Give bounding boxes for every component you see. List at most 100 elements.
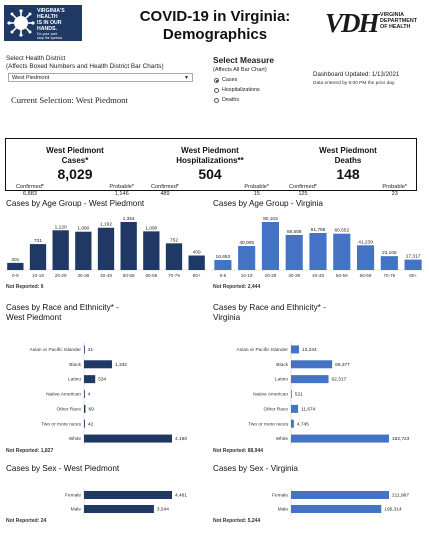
bar — [84, 491, 172, 499]
x-tick-label: 10-19 — [32, 273, 44, 278]
measure-subtitle: (Affects All Bar Chart) — [213, 67, 267, 73]
page-title: COVID-19 in Virginia: Demographics — [120, 8, 310, 44]
race-wp-title-2: West Piedmont — [6, 313, 62, 322]
title-line-1: COVID-19 in Virginia: — [139, 8, 291, 25]
logo-tagline: Do your part, — [37, 32, 58, 36]
x-tick-label: 60-69 — [360, 273, 372, 278]
kpi-block: West Piedmont Hospitalizations** 504 Confir… — [145, 146, 275, 198]
kpi-value: 504 — [198, 166, 222, 182]
x-tick-label: 0-9 — [12, 273, 19, 278]
kpi-title-line2: Deaths — [334, 156, 362, 165]
bar — [165, 243, 183, 270]
x-tick-label: 0-9 — [220, 273, 227, 278]
district-dropdown[interactable]: West Piedmont ▼ — [8, 73, 193, 82]
kpi-probable-value: 15 — [253, 191, 260, 197]
x-tick-label: 80+ — [409, 273, 417, 278]
bar — [52, 230, 69, 270]
y-tick-label: Female — [272, 493, 288, 499]
bar — [285, 234, 303, 270]
kpi-confirmed-label: Confirmed* — [16, 184, 44, 190]
kpi-confirmed: Confirmed* 489 — [151, 184, 179, 198]
bar-value-label: 31 — [88, 347, 94, 353]
age-va-title: Cases by Age Group - Virginia — [213, 199, 323, 208]
kpi-title-line1: West Piedmont — [46, 146, 104, 155]
x-tick-label: 20-29 — [55, 273, 67, 278]
bar-value-label: 4,461 — [175, 493, 187, 499]
kpi-confirmed-value: 125 — [298, 191, 308, 197]
x-tick-label: 30-39 — [77, 273, 89, 278]
bar-value-label: 60,552 — [334, 228, 349, 234]
bar-value-label: 1,192 — [100, 222, 112, 228]
current-selection: Current Selection: West Piedmont — [11, 95, 128, 105]
bar-value-label: 68,377 — [335, 362, 350, 368]
bar-value-label: 1,080 — [77, 226, 89, 232]
radio-label: Hospitalizations — [222, 87, 260, 93]
kpi-confirmed-label: Confirmed* — [151, 184, 179, 190]
kpi-probable: Probable* 1,146 — [109, 184, 134, 198]
vdh-mark: VDH — [325, 8, 379, 38]
bar-value-label: 58,508 — [287, 229, 302, 235]
bar — [143, 231, 160, 270]
x-tick-label: 50-59 — [336, 273, 348, 278]
kpi-confirmed: Confirmed* 125 — [289, 184, 317, 198]
y-tick-label: Native American — [253, 392, 288, 398]
vdh-line: VIRGINIA — [380, 12, 404, 18]
logo-line: VIRGINIA'S — [37, 8, 65, 14]
sex-wp-title: Cases by Sex - West Piedmont — [6, 464, 120, 473]
district-dropdown-value: West Piedmont — [12, 75, 50, 81]
kpi-confirmed: Confirmed* 6,883 — [16, 184, 44, 198]
logo-line: HEALTH — [37, 14, 58, 20]
bar — [238, 246, 256, 270]
bar — [120, 222, 137, 270]
race-wp-title-1: Cases by Race and Ethnicity* - — [6, 303, 119, 312]
bar — [309, 232, 327, 270]
bar — [333, 233, 351, 270]
y-tick-label: Male — [278, 507, 289, 513]
bar — [84, 434, 172, 443]
y-tick-label: Asian or Pacific Islander — [30, 347, 82, 353]
radio-cases[interactable]: Cases — [214, 77, 237, 83]
kpi-confirmed-label: Confirmed* — [289, 184, 317, 190]
bar-value-label: 409 — [193, 250, 201, 256]
age-va-not-reported: Not Reported: 2,444 — [213, 284, 261, 290]
y-tick-label: Black — [69, 362, 81, 368]
kpi-breakdown: Confirmed* 489 Probable* 15 — [145, 184, 275, 198]
bar — [97, 227, 115, 270]
logo-tagline: stop the spread. — [37, 36, 63, 40]
vdh-logo: VDH VIRGINIA DEPARTMENT OF HEALTH — [325, 8, 425, 38]
data-entry-note: Data entered by 5:00 PM the prior day. — [313, 81, 396, 86]
race-va-title-2: Virginia — [213, 313, 241, 322]
bar — [29, 244, 47, 270]
bar — [7, 262, 24, 270]
bar-value-label: 62,317 — [332, 377, 347, 383]
bar — [214, 260, 232, 270]
bar-value-label: 521 — [295, 392, 303, 398]
bar — [380, 256, 398, 270]
bar-value-label: 61,795 — [311, 227, 326, 233]
vdh-line: DEPARTMENT — [380, 18, 418, 24]
district-select-label: Select Health District (Affects Boxed Nu… — [6, 55, 164, 70]
sex-wp-chart: Female 4,461 Male 3,544 — [65, 488, 187, 516]
age-wp-not-reported: Not Reported: 6 — [6, 284, 44, 290]
logo-line: IS IN OUR — [37, 20, 62, 26]
bar-value-label: 1,354 — [123, 216, 135, 222]
radio-deaths[interactable]: Deaths — [214, 97, 239, 103]
measure-title: Select Measure — [213, 55, 274, 65]
x-tick-label: 70-79 — [168, 273, 180, 278]
bar — [291, 434, 389, 443]
radio-hospitalizations[interactable]: Hospitalizations — [214, 87, 260, 93]
bar-value-label: 1,120 — [55, 224, 67, 230]
age-wp-title: Cases by Age Group - West Piedmont — [6, 199, 145, 208]
race-va-title-1: Cases by Race and Ethnicity* - — [213, 303, 326, 312]
y-tick-label: Black — [276, 362, 288, 368]
kpi-breakdown: Confirmed* 125 Probable* 23 — [283, 184, 413, 198]
bar-value-label: 731 — [34, 238, 42, 244]
bar — [291, 345, 299, 354]
x-tick-label: 30-39 — [288, 273, 300, 278]
chevron-down-icon: ▼ — [184, 75, 189, 81]
radio-label: Deaths — [222, 97, 240, 103]
sex-wp-not-reported: Not Reported: 24 — [6, 518, 47, 524]
bar-value-label: 752 — [170, 237, 178, 243]
bar-value-label: 16,653 — [216, 254, 231, 260]
bar-value-label: 4,190 — [175, 436, 187, 442]
